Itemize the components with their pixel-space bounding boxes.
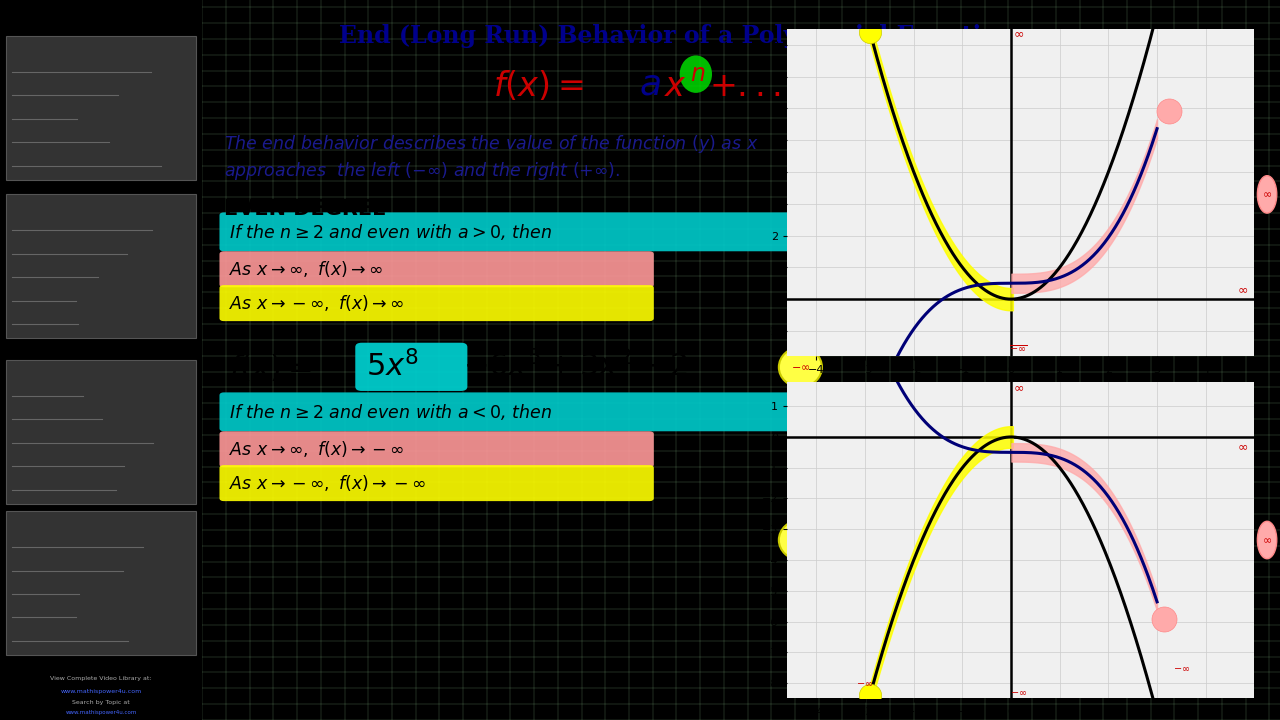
Text: $\infty$: $\infty$ xyxy=(1012,382,1024,395)
Text: www.mathispower4u.com: www.mathispower4u.com xyxy=(60,688,142,693)
Text: $f\left(x\right)=$: $f\left(x\right)=$ xyxy=(493,69,584,104)
Text: $As\ x \rightarrow \infty,\ f(x) \rightarrow -\infty$: $As\ x \rightarrow \infty,\ f(x) \righta… xyxy=(229,439,404,459)
Text: $As\ x \rightarrow -\infty,\ f(x) \rightarrow -\infty$: $As\ x \rightarrow -\infty,\ f(x) \right… xyxy=(229,473,426,493)
Text: $As\ x \rightarrow \infty,\ f(x) \rightarrow \infty$: $As\ x \rightarrow \infty,\ f(x) \righta… xyxy=(229,259,383,279)
Text: $\infty$: $\infty$ xyxy=(1262,189,1272,199)
Ellipse shape xyxy=(1257,176,1276,213)
FancyBboxPatch shape xyxy=(6,36,196,180)
Text: EVEN DEGREE: EVEN DEGREE xyxy=(224,199,387,219)
FancyBboxPatch shape xyxy=(6,360,196,504)
Text: $f(x) =$: $f(x) =$ xyxy=(229,351,312,383)
FancyBboxPatch shape xyxy=(219,431,654,467)
Text: $\infty$: $\infty$ xyxy=(1262,535,1272,545)
Text: View Complete Video Library at:: View Complete Video Library at: xyxy=(50,676,152,681)
Text: $-\infty$: $-\infty$ xyxy=(1010,688,1027,697)
FancyBboxPatch shape xyxy=(219,465,654,501)
Ellipse shape xyxy=(778,520,822,560)
Text: $\infty$: $\infty$ xyxy=(1236,440,1248,453)
Text: $\it{approaches\ \ the\ left\ (-\infty)\ and\ the\ right\ (+\infty).}$: $\it{approaches\ \ the\ left\ (-\infty)\… xyxy=(224,161,620,182)
Text: $- 6x^5+3x^2 - 2$: $- 6x^5+3x^2 - 2$ xyxy=(463,350,689,383)
Ellipse shape xyxy=(1257,521,1276,559)
Text: $\infty$: $\infty$ xyxy=(1012,27,1024,40)
Text: $\infty$: $\infty$ xyxy=(1236,283,1248,296)
Text: If the $n \geq 2$ and even with $a < 0$, then: If the $n \geq 2$ and even with $a < 0$,… xyxy=(229,402,552,422)
Text: $\it{The\ end\ behavior\ describes\ the\ value\ of\ the\ function\ (y)\ as\ x}$: $\it{The\ end\ behavior\ describes\ the\… xyxy=(224,133,758,155)
Text: $+...$: $+...$ xyxy=(709,70,780,103)
Text: If the $n \geq 2$ and even with $a > 0$, then: If the $n \geq 2$ and even with $a > 0$,… xyxy=(229,222,552,242)
Text: $As\ x \rightarrow -\infty,\ f(x) \rightarrow \infty$: $As\ x \rightarrow -\infty,\ f(x) \right… xyxy=(229,293,404,313)
Text: www.mathispower4u.com: www.mathispower4u.com xyxy=(65,710,137,715)
FancyBboxPatch shape xyxy=(219,251,654,287)
Text: End (Long Run) Behavior of a Polynomial Function: End (Long Run) Behavior of a Polynomial … xyxy=(339,24,1014,48)
Text: $-\infty$: $-\infty$ xyxy=(791,535,810,545)
Ellipse shape xyxy=(680,55,712,93)
Text: Search by Topic at: Search by Topic at xyxy=(72,700,131,705)
FancyBboxPatch shape xyxy=(219,285,654,321)
Text: $-\infty$: $-\infty$ xyxy=(791,362,810,372)
Ellipse shape xyxy=(778,347,822,387)
Text: $5x^8$: $5x^8$ xyxy=(366,350,419,383)
FancyBboxPatch shape xyxy=(356,343,467,391)
FancyBboxPatch shape xyxy=(6,511,196,655)
Text: $a$: $a$ xyxy=(639,68,660,102)
Text: $n$: $n$ xyxy=(690,62,705,86)
FancyBboxPatch shape xyxy=(219,212,827,251)
Text: $-\infty$: $-\infty$ xyxy=(856,678,874,688)
FancyBboxPatch shape xyxy=(6,194,196,338)
Text: $x$: $x$ xyxy=(663,70,686,103)
Text: $\overline{-\infty}$: $\overline{-\infty}$ xyxy=(1009,343,1028,354)
FancyBboxPatch shape xyxy=(219,392,827,431)
Text: $-\infty$: $-\infty$ xyxy=(1172,662,1190,672)
